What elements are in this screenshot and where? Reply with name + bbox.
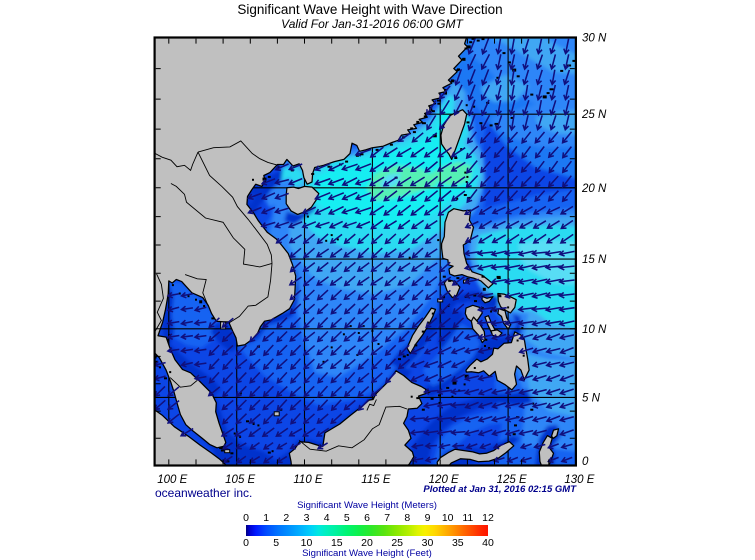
svg-text:125 E: 125 E [497,474,527,486]
svg-text:3: 3 [304,512,310,524]
svg-text:10 N: 10 N [582,324,607,336]
svg-text:20 N: 20 N [581,183,607,195]
svg-text:6: 6 [364,512,370,524]
svg-text:9: 9 [425,512,431,524]
svg-text:30: 30 [422,537,434,549]
svg-text:25: 25 [391,537,403,549]
svg-text:100 E: 100 E [157,474,187,486]
svg-text:105 E: 105 E [225,474,255,486]
svg-text:oceanweather inc.: oceanweather inc. [155,486,252,500]
svg-text:10: 10 [442,512,454,524]
svg-text:110 E: 110 E [293,474,323,486]
svg-text:Valid For Jan-31-2016 06:00 GM: Valid For Jan-31-2016 06:00 GMT [281,17,464,31]
svg-text:8: 8 [404,512,410,524]
svg-text:7: 7 [384,512,390,524]
svg-text:40: 40 [482,537,494,549]
svg-text:4: 4 [324,512,330,524]
svg-text:2: 2 [283,512,289,524]
svg-text:120 E: 120 E [429,474,459,486]
svg-text:130 E: 130 E [564,474,594,486]
svg-text:Significant Wave Height (Feet): Significant Wave Height (Feet) [302,548,432,559]
svg-text:30 N: 30 N [582,33,607,45]
svg-text:12: 12 [482,512,494,524]
svg-text:0: 0 [243,537,249,549]
svg-text:20: 20 [361,537,373,549]
svg-text:5 N: 5 N [582,392,601,404]
svg-text:10: 10 [301,537,313,549]
svg-text:Significant Wave Height with W: Significant Wave Height with Wave Direct… [237,2,502,17]
svg-text:11: 11 [462,512,473,524]
svg-text:15: 15 [331,537,343,549]
svg-text:Significant Wave Height (Meter: Significant Wave Height (Meters) [297,500,437,511]
svg-text:5: 5 [344,512,350,524]
svg-text:0: 0 [243,512,249,524]
svg-text:35: 35 [452,537,464,549]
svg-text:Plotted at Jan 31, 2016 02:15: Plotted at Jan 31, 2016 02:15 GMT [423,484,577,495]
svg-text:5: 5 [273,537,279,549]
svg-text:15 N: 15 N [582,254,607,266]
svg-text:25 N: 25 N [581,109,607,121]
svg-text:1: 1 [263,512,269,524]
svg-text:0: 0 [582,456,589,468]
svg-text:115 E: 115 E [361,474,391,486]
